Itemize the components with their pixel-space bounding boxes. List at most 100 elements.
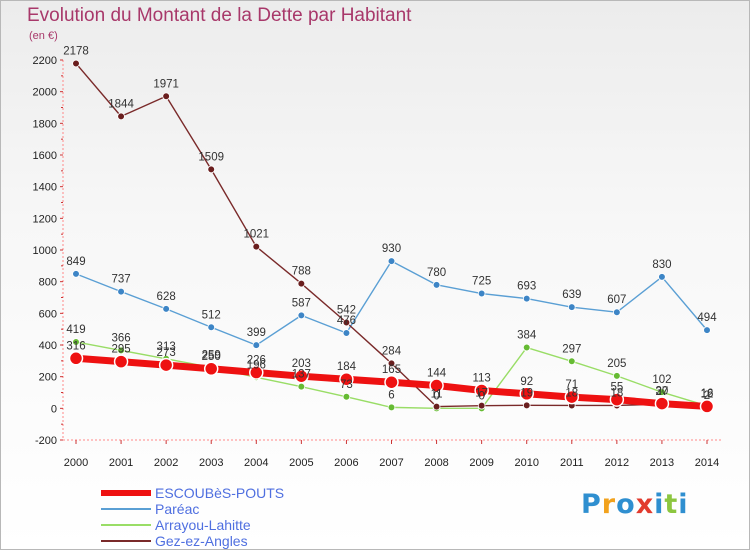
- data-point-gez-ez-angles: [297, 279, 306, 288]
- data-point-arrayou-lahitte: [387, 403, 396, 412]
- legend-item-pareac[interactable]: Paréac: [101, 501, 381, 517]
- data-label-escoub-s-pouts: 295: [111, 344, 130, 356]
- data-point-escoub-s-pouts: [158, 357, 174, 373]
- data-point-arrayou-lahitte: [117, 346, 125, 355]
- x-tick-label: 2006: [334, 457, 358, 469]
- x-tick-label: 2001: [109, 457, 133, 469]
- x-tick-label: 2000: [64, 457, 88, 469]
- y-tick-label: 1000: [33, 245, 57, 257]
- data-point-escoub-s-pouts: [519, 386, 534, 402]
- proxiti-logo: Proxiti: [581, 489, 689, 520]
- data-point-arrayou-lahitte: [72, 338, 80, 346]
- data-point-par-ac: [703, 326, 711, 334]
- data-point-gez-ez-angles: [162, 92, 170, 101]
- data-label-arrayou-lahitte: 137: [292, 369, 311, 381]
- data-point-escoub-s-pouts: [68, 351, 84, 366]
- y-tick-label: 1600: [33, 150, 57, 162]
- data-point-par-ac: [162, 305, 170, 313]
- data-label-escoub-s-pouts: 316: [66, 340, 85, 352]
- data-point-gez-ez-angles: [387, 359, 396, 368]
- data-point-par-ac: [522, 294, 531, 303]
- data-point-par-ac: [207, 323, 216, 332]
- data-label-gez-ez-angles: 284: [382, 345, 402, 357]
- data-label-par-ac: 830: [652, 259, 671, 271]
- data-point-escoub-s-pouts: [384, 374, 399, 390]
- data-label-arrayou-lahitte: 6: [388, 389, 394, 401]
- data-point-gez-ez-angles: [432, 402, 441, 411]
- data-label-escoub-s-pouts: 250: [202, 351, 221, 363]
- data-label-gez-ez-angles: 27: [656, 386, 669, 398]
- data-label-escoub-s-pouts: 273: [157, 347, 176, 359]
- data-label-gez-ez-angles: 1021: [243, 229, 269, 241]
- data-label-par-ac: 399: [247, 327, 266, 339]
- data-point-par-ac: [117, 287, 125, 296]
- legend-item-arrayou-lahitte[interactable]: Arrayou-Lahitte: [101, 517, 381, 533]
- legend-swatch-gez-ez-angles: [101, 540, 151, 542]
- data-label-escoub-s-pouts: 226: [247, 355, 266, 367]
- data-point-arrayou-lahitte: [658, 388, 666, 396]
- data-label-escoub-s-pouts: 30: [656, 386, 669, 398]
- x-tick-label: 2009: [469, 457, 493, 469]
- data-label-gez-ez-angles: 2178: [63, 45, 89, 57]
- y-tick-label: 400: [39, 340, 57, 352]
- data-point-escoub-s-pouts: [429, 378, 444, 393]
- data-point-par-ac: [567, 303, 576, 311]
- data-label-par-ac: 587: [292, 297, 311, 309]
- data-label-escoub-s-pouts: 165: [382, 364, 401, 376]
- data-label-par-ac: 476: [337, 315, 356, 327]
- data-label-gez-ez-angles: 11: [431, 389, 443, 401]
- data-label-gez-ez-angles: 18: [565, 387, 578, 399]
- data-label-par-ac: 930: [382, 243, 401, 255]
- legend-label-gez-ez-angles: Gez-ez-Angles: [155, 533, 248, 549]
- data-point-arrayou-lahitte: [342, 392, 351, 401]
- data-label-gez-ez-angles: 18: [610, 387, 623, 399]
- data-label-escoub-s-pouts: 184: [337, 361, 357, 373]
- legend-swatch-arrayou-lahitte: [101, 524, 151, 526]
- data-label-gez-ez-angles: 1971: [153, 78, 179, 90]
- x-tick-label: 2003: [199, 457, 223, 469]
- data-label-arrayou-lahitte: 0: [433, 390, 439, 402]
- data-label-arrayou-lahitte: 102: [652, 374, 671, 386]
- data-point-gez-ez-angles: [207, 165, 216, 174]
- data-label-gez-ez-angles: 19: [520, 387, 533, 399]
- data-label-arrayou-lahitte: 384: [517, 330, 537, 342]
- data-label-par-ac: 780: [427, 267, 446, 279]
- data-point-escoub-s-pouts: [654, 396, 670, 411]
- data-label-escoub-s-pouts: 144: [427, 368, 447, 380]
- legend-item-gez-ez-angles[interactable]: Gez-ez-Angles: [101, 533, 381, 549]
- x-tick-label: 2014: [695, 457, 719, 469]
- legend-item-escoubes-pouts[interactable]: ESCOUBèS-POUTS: [101, 485, 381, 501]
- data-point-escoub-s-pouts: [113, 354, 129, 369]
- data-point-escoub-s-pouts: [474, 383, 489, 398]
- data-label-gez-ez-angles: 1844: [108, 98, 134, 110]
- chart-title: Evolution du Montant de la Dette par Hab…: [27, 5, 412, 26]
- data-label-par-ac: 639: [562, 289, 581, 301]
- y-tick-label: 2000: [33, 87, 57, 99]
- x-tick-label: 2008: [424, 457, 448, 469]
- data-point-par-ac: [432, 281, 441, 289]
- data-label-par-ac: 512: [202, 309, 221, 321]
- data-label-gez-ez-angles: 1509: [198, 151, 224, 163]
- y-tick-label: 1400: [33, 182, 57, 194]
- data-label-par-ac: 849: [66, 256, 85, 268]
- data-point-par-ac: [387, 257, 396, 265]
- data-point-gez-ez-angles: [522, 401, 531, 410]
- data-point-escoub-s-pouts: [249, 365, 264, 380]
- data-label-par-ac: 607: [607, 294, 626, 306]
- x-tick-label: 2007: [379, 457, 403, 469]
- data-label-arrayou-lahitte: 313: [157, 341, 176, 353]
- line-chart: -200020040060080010001200140016001800200…: [33, 45, 721, 469]
- data-point-par-ac: [342, 329, 351, 337]
- data-label-escoub-s-pouts: 92: [520, 376, 533, 388]
- data-label-gez-ez-angles: 542: [337, 305, 356, 317]
- x-tick-label: 2010: [514, 457, 538, 469]
- data-point-escoub-s-pouts: [203, 361, 219, 376]
- y-tick-label: 1800: [33, 118, 57, 130]
- data-label-gez-ez-angles: 788: [292, 266, 311, 278]
- data-label-arrayou-lahitte: 16: [701, 388, 714, 400]
- data-point-gez-ez-angles: [477, 401, 486, 410]
- data-point-escoub-s-pouts: [564, 389, 580, 405]
- x-tick-label: 2012: [605, 457, 629, 469]
- legend-label-arrayou-lahitte: Arrayou-Lahitte: [155, 517, 251, 533]
- legend-label-escoubes-pouts: ESCOUBèS-POUTS: [155, 485, 285, 501]
